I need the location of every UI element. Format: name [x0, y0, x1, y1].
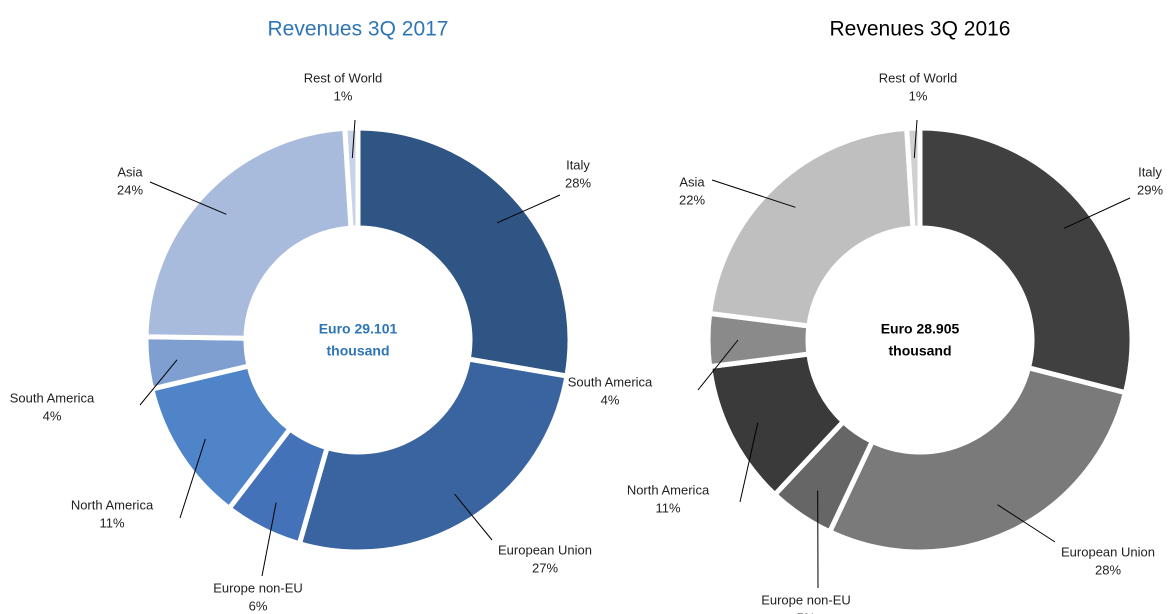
leader-line: [261, 502, 277, 577]
leader-line: [351, 119, 356, 159]
leader-line: [997, 504, 1056, 543]
slice-value: 29%: [1137, 182, 1163, 197]
slice-label: Europe non-EU: [213, 580, 303, 595]
slice-value: 24%: [117, 182, 143, 197]
slice-label: Italy: [566, 157, 590, 172]
slice-value: 11%: [99, 515, 124, 530]
leader-line: [739, 422, 759, 503]
slice-label: Asia: [117, 164, 143, 179]
leader-line: [139, 359, 178, 406]
slice-label: European Union: [498, 542, 592, 557]
donut-slice: [826, 364, 1129, 555]
slice-label: European Union: [1061, 544, 1155, 559]
slice-label: Asia: [679, 174, 705, 189]
center-label: thousand: [889, 343, 952, 359]
slice-value: 4%: [43, 408, 62, 423]
center-label: Euro 29.101: [319, 321, 398, 337]
slice-label: South America: [10, 390, 95, 405]
center-label: thousand: [327, 343, 390, 359]
slice-value: 27%: [532, 560, 558, 575]
slice-value: 28%: [565, 175, 591, 190]
slice-value: 11%: [655, 500, 680, 515]
slice-value: 22%: [679, 192, 705, 207]
donut-slice: [355, 125, 573, 379]
slice-label: Rest of World: [304, 70, 383, 85]
slice-value: 4%: [601, 392, 620, 407]
donut-slice: [917, 125, 1135, 396]
leader-line: [497, 194, 561, 224]
slice-label: North America: [627, 482, 710, 497]
donut-slice: [342, 125, 361, 231]
slice-value: 1%: [334, 88, 353, 103]
leader-line: [454, 493, 493, 541]
slice-label: South America: [568, 374, 653, 389]
center-label: Euro 28.905: [881, 321, 960, 337]
slice-value: 1%: [909, 88, 928, 103]
slice-value: 28%: [1095, 562, 1121, 577]
slice-label: Rest of World: [879, 70, 958, 85]
slice-value: 5%: [797, 610, 816, 614]
leader-line: [913, 119, 918, 159]
leader-line: [697, 339, 739, 391]
donut-slice: [706, 125, 916, 329]
slice-value: 6%: [249, 598, 268, 613]
donut-slice: [296, 356, 570, 555]
chart-title: Revenues 3Q 2017: [268, 18, 449, 41]
leader-line: [711, 179, 796, 208]
slice-label: North America: [71, 497, 154, 512]
leader-line: [1063, 197, 1131, 229]
leader-line: [179, 438, 206, 519]
leader-line: [149, 181, 227, 215]
donut-slice: [904, 125, 923, 231]
donut-slice: [143, 125, 354, 341]
slice-label: Italy: [1138, 164, 1162, 179]
chart-title: Revenues 3Q 2016: [830, 18, 1011, 41]
slice-label: Europe non-EU: [761, 592, 851, 607]
